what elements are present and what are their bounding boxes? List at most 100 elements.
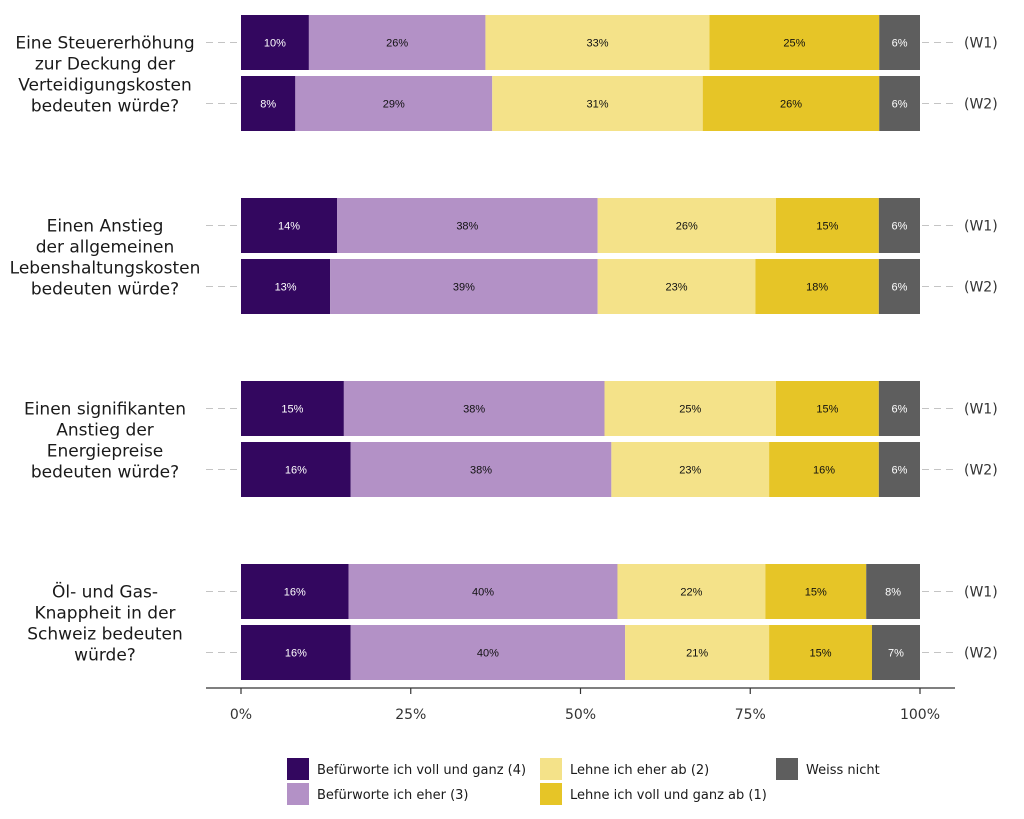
bar-segment-label: 25% <box>679 404 701 416</box>
question-label-line: Öl- und Gas- <box>52 581 158 603</box>
bar-segment <box>878 381 920 436</box>
bar-segment <box>702 76 880 131</box>
bar-segment-label: 38% <box>456 221 478 233</box>
bar-segment-label: 23% <box>666 282 688 294</box>
bar-segment <box>330 259 598 314</box>
x-tick-label: 50% <box>565 707 596 723</box>
bar-segment <box>597 198 776 253</box>
bar-segment-label: 21% <box>686 648 708 660</box>
bar-segment <box>241 564 349 619</box>
bar-segment-label: 6% <box>891 404 907 416</box>
bar-segment <box>625 625 770 680</box>
bar-segment <box>878 259 920 314</box>
x-tick-label: 0% <box>230 707 252 723</box>
legend-label: Weiss nicht <box>806 763 880 778</box>
bar-segment-label: 23% <box>679 465 701 477</box>
bar-segment-label: 29% <box>383 99 405 111</box>
bar-segment-label: 39% <box>453 282 475 294</box>
legend-swatch <box>287 758 309 780</box>
bar-segment-label: 25% <box>783 38 805 50</box>
x-tick-label: 100% <box>900 707 940 723</box>
bar-segment-label: 15% <box>805 587 827 599</box>
question-label-line: bedeuten würde? <box>31 463 179 483</box>
bar-segment-label: 15% <box>281 404 303 416</box>
bar-segment <box>350 625 626 680</box>
bar-segment <box>617 564 766 619</box>
bar-segment-label: 6% <box>892 99 908 111</box>
legend-label: Lehne ich voll und ganz ab (1) <box>570 788 767 803</box>
question-label-line: der allgemeinen <box>36 238 175 258</box>
bar-segment-label: 18% <box>806 282 828 294</box>
question-label-line: Verteidigungskosten <box>18 76 192 96</box>
bar-segment <box>241 15 309 70</box>
legend-label: Lehne ich eher ab (2) <box>570 763 709 778</box>
bar-segment-label: 16% <box>813 465 835 477</box>
bar-segment-label: 16% <box>284 587 306 599</box>
bar-segment-label: 22% <box>680 587 702 599</box>
wave-label: (W2) <box>964 97 998 113</box>
bar-segment-label: 31% <box>586 99 608 111</box>
bar-segment-label: 40% <box>472 587 494 599</box>
bar-segment <box>769 442 879 497</box>
bar-segment <box>709 15 880 70</box>
x-tick-label: 25% <box>395 707 426 723</box>
bar-segment <box>866 564 920 619</box>
question-label-line: Eine Steuererhöhung <box>15 34 194 54</box>
bar-segment <box>775 198 879 253</box>
bar-segment-label: 38% <box>470 465 492 477</box>
dashed-guides <box>206 42 957 653</box>
question-label-line: Anstieg der <box>56 421 154 441</box>
bar-segment-label: 26% <box>386 38 408 50</box>
bar-segment <box>295 76 493 131</box>
legend-label: Befürworte ich eher (3) <box>317 788 469 803</box>
bar-segment-label: 6% <box>891 282 907 294</box>
question-label-line: Lebenshaltungskosten <box>10 259 201 279</box>
bar-segment <box>878 198 920 253</box>
bar-segment-label: 13% <box>275 282 297 294</box>
bar-segment <box>308 15 486 70</box>
legend-swatch <box>540 783 562 805</box>
bar-segment <box>879 15 920 70</box>
question-label-line: zur Deckung der <box>35 55 175 75</box>
bar-segment-label: 38% <box>463 404 485 416</box>
bar-segment-label: 15% <box>816 404 838 416</box>
bar-segment <box>597 259 756 314</box>
bar-segment-label: 6% <box>891 465 907 477</box>
bar-segment-label: 16% <box>285 465 307 477</box>
x-axis: 0% 25% 50% 75% 100% <box>206 687 955 723</box>
bar-segment-label: 40% <box>477 648 499 660</box>
legend-label: Befürworte ich voll und ganz (4) <box>317 763 526 778</box>
bar-segment-label: 26% <box>780 99 802 111</box>
question-label-line: würde? <box>74 646 136 666</box>
bar-segment <box>765 564 867 619</box>
bar-segment <box>350 442 612 497</box>
bar-segment-label: 8% <box>260 99 276 111</box>
wave-label: (W2) <box>964 646 998 662</box>
bar-segment-label: 15% <box>816 221 838 233</box>
question-label-line: Einen signifikanten <box>24 400 186 420</box>
bar-segment <box>241 259 331 314</box>
bar-segment-label: 33% <box>586 38 608 50</box>
wave-label: (W2) <box>964 463 998 479</box>
bar-segment <box>611 442 770 497</box>
bar-segment <box>604 381 776 436</box>
x-tick-label: 75% <box>735 707 766 723</box>
wave-label: (W2) <box>964 280 998 296</box>
bars-layer: 10% 26% 33% 25% 6% 8% 29% 31% 26% 6% 14% 38% 26% 15% 6… <box>241 15 920 680</box>
bar-segment <box>755 259 879 314</box>
legend-swatch <box>287 783 309 805</box>
bar-segment-label: 7% <box>888 648 904 660</box>
bar-segment-label: 16% <box>285 648 307 660</box>
bar-segment-label: 14% <box>278 221 300 233</box>
bar-segment <box>492 76 703 131</box>
bar-segment <box>485 15 710 70</box>
legend: Befürworte ich voll und ganz (4) Befürwor… <box>287 758 880 805</box>
wave-label: (W1) <box>964 402 998 418</box>
bar-segment-label: 10% <box>264 38 286 50</box>
bar-segment <box>348 564 618 619</box>
wave-label: (W1) <box>964 36 998 52</box>
bar-segment <box>775 381 879 436</box>
question-label-line: bedeuten würde? <box>31 97 179 117</box>
